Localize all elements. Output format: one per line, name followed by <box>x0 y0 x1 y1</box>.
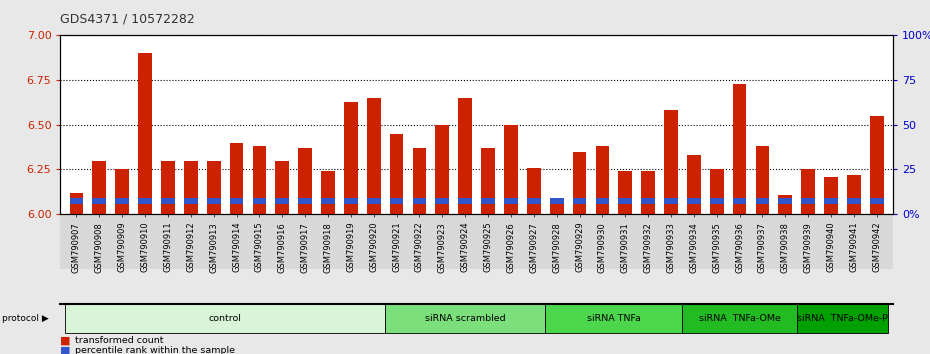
Bar <box>321 198 335 204</box>
Bar <box>824 198 838 204</box>
Bar <box>344 198 358 204</box>
Bar <box>504 198 518 204</box>
Bar <box>504 125 518 214</box>
Bar <box>618 171 632 214</box>
Bar <box>253 146 266 214</box>
Bar <box>115 198 129 204</box>
Bar <box>733 84 747 214</box>
Bar <box>321 171 335 214</box>
Text: siRNA  TNFa-OMe: siRNA TNFa-OMe <box>698 314 780 323</box>
Bar <box>595 146 609 214</box>
Bar <box>206 161 220 214</box>
Bar <box>824 177 838 214</box>
Bar <box>275 161 289 214</box>
Bar <box>618 198 632 204</box>
Bar <box>847 198 861 204</box>
Bar <box>550 200 564 214</box>
Bar <box>802 170 815 214</box>
Bar <box>550 198 564 204</box>
Bar <box>70 198 84 204</box>
Bar <box>870 116 884 214</box>
Bar <box>642 198 655 204</box>
Bar <box>527 168 540 214</box>
Bar <box>366 198 380 204</box>
Bar <box>206 198 220 204</box>
Text: ■: ■ <box>60 346 71 354</box>
Bar <box>573 152 587 214</box>
Bar <box>413 148 426 214</box>
Text: percentile rank within the sample: percentile rank within the sample <box>75 346 235 354</box>
Bar <box>299 198 312 204</box>
Bar <box>184 198 198 204</box>
Bar <box>139 198 152 204</box>
Bar <box>755 146 769 214</box>
Bar <box>413 198 426 204</box>
Text: transformed count: transformed count <box>75 336 164 345</box>
Bar <box>92 198 106 204</box>
Bar <box>435 198 449 204</box>
Bar <box>755 198 769 204</box>
Bar <box>664 198 678 204</box>
Bar <box>435 125 449 214</box>
Bar <box>230 143 244 214</box>
Bar <box>687 198 700 204</box>
Text: siRNA TNFa: siRNA TNFa <box>587 314 641 323</box>
Bar <box>275 198 289 204</box>
Bar <box>778 194 792 214</box>
Bar <box>710 198 724 204</box>
Text: siRNA  TNFa-OMe-P: siRNA TNFa-OMe-P <box>797 314 888 323</box>
Bar <box>161 161 175 214</box>
Bar <box>230 198 244 204</box>
Bar <box>710 170 724 214</box>
Bar <box>595 198 609 204</box>
Text: ■: ■ <box>60 336 71 346</box>
Bar <box>92 161 106 214</box>
Bar <box>778 198 792 204</box>
Bar <box>70 193 84 214</box>
Bar <box>642 171 655 214</box>
Bar <box>184 161 198 214</box>
Bar <box>390 134 404 214</box>
Text: GDS4371 / 10572282: GDS4371 / 10572282 <box>60 12 195 25</box>
Bar <box>481 198 495 204</box>
Text: protocol ▶: protocol ▶ <box>2 314 48 323</box>
Bar <box>733 198 747 204</box>
Bar <box>870 198 884 204</box>
Bar <box>253 198 266 204</box>
Bar <box>458 98 472 214</box>
Bar <box>366 98 380 214</box>
Bar <box>458 198 472 204</box>
Bar <box>802 198 815 204</box>
Bar <box>344 102 358 214</box>
Bar <box>139 53 152 214</box>
Bar <box>664 110 678 214</box>
Bar <box>573 198 587 204</box>
Bar <box>687 155 700 214</box>
Bar <box>115 170 129 214</box>
Bar <box>161 198 175 204</box>
Bar <box>390 198 404 204</box>
Text: siRNA scrambled: siRNA scrambled <box>425 314 506 323</box>
Bar <box>847 175 861 214</box>
Bar <box>527 198 540 204</box>
Text: control: control <box>208 314 242 323</box>
Bar <box>299 148 312 214</box>
Bar <box>481 148 495 214</box>
